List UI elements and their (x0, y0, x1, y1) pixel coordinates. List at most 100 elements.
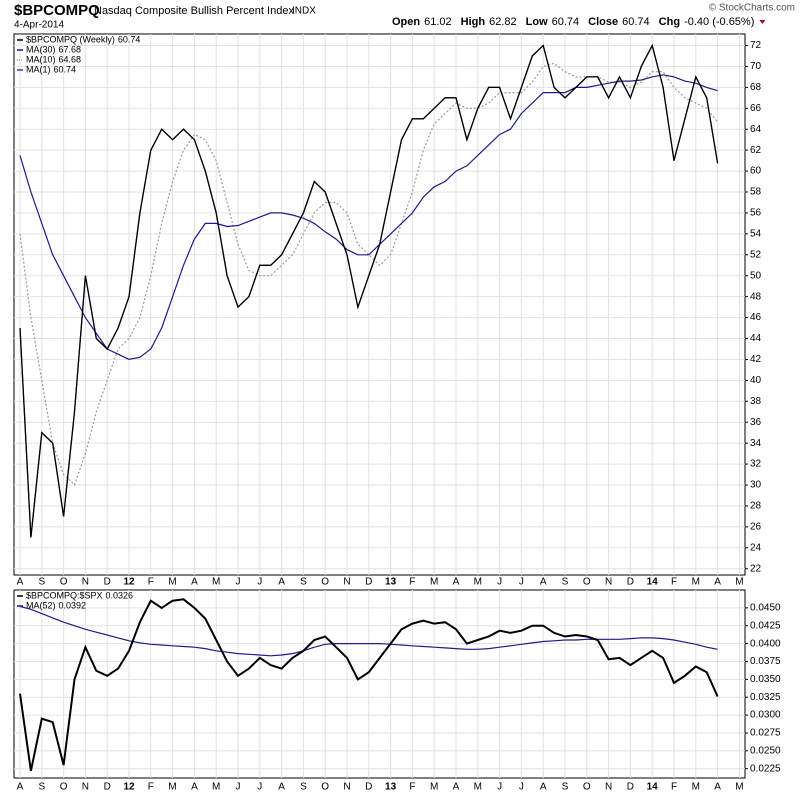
legend-value: 0.0392 (59, 600, 87, 610)
x-tick-label: N (82, 782, 89, 793)
x-tick-label: D (365, 782, 372, 793)
x-tick-label: J (519, 577, 524, 588)
y-tick-label: 44 (750, 333, 762, 344)
y-tick-label: 34 (750, 438, 762, 449)
x-tick-label: A (191, 577, 198, 588)
x-tick-label: J (257, 577, 262, 588)
x-tick-label: S (562, 577, 569, 588)
legend-value: 60.74 (54, 64, 77, 74)
y-tick-label: 38 (750, 396, 762, 407)
chart-title: $BPCOMPQ (14, 2, 100, 19)
y-tick-label: 60 (750, 166, 762, 177)
x-tick-label: 14 (647, 782, 659, 793)
exchange: INDX (292, 6, 316, 17)
y-tick-label: 0.0325 (750, 692, 781, 703)
x-tick-label: O (583, 577, 591, 588)
y-tick-label: 30 (750, 480, 762, 491)
date: 4-Apr-2014 (14, 20, 64, 31)
bottom-panel-frame (13, 589, 746, 779)
y-tick-label: 62 (750, 145, 762, 156)
legend-label: MA(10) (26, 54, 56, 64)
down-arrow (759, 20, 766, 24)
stat-value: 62.82 (489, 16, 517, 28)
stat-value: 61.02 (424, 16, 452, 28)
legend-value: 60.74 (118, 34, 141, 44)
y-tick-label: 0.0450 (750, 603, 781, 614)
x-tick-label: A (540, 577, 547, 588)
legend-label: $BPCOMPQ (Weekly) (26, 34, 115, 44)
legend-label: MA(30) (26, 44, 56, 54)
x-tick-label: A (714, 577, 721, 588)
x-tick-label: 12 (123, 782, 135, 793)
y-tick-label: 0.0300 (750, 710, 781, 721)
y-tick-label: 24 (750, 542, 762, 553)
stat-value: 60.74 (622, 16, 650, 28)
x-tick-label: 14 (647, 577, 659, 588)
x-tick-label: M (430, 782, 438, 793)
x-tick-label: J (497, 782, 502, 793)
x-tick-label: M (212, 782, 220, 793)
y-tick-label: 54 (750, 229, 762, 240)
stat-value: -0.40 (-0.65%) (684, 16, 754, 28)
y-tick-label: 72 (750, 40, 762, 51)
stat-label: Open (392, 16, 420, 28)
x-tick-label: A (453, 577, 460, 588)
x-tick-label: O (321, 782, 329, 793)
x-tick-label: M (430, 577, 438, 588)
y-tick-label: 36 (750, 417, 762, 428)
x-tick-label: A (278, 782, 285, 793)
x-tick-label: D (365, 577, 372, 588)
x-tick-label: M (474, 782, 482, 793)
y-tick-label: 0.0425 (750, 620, 781, 631)
y-tick-label: 42 (750, 354, 762, 365)
legend-label: MA(52) (26, 600, 56, 610)
y-tick-label: 0.0225 (750, 763, 781, 774)
legend-value: 64.68 (59, 54, 82, 64)
x-tick-label: F (148, 577, 154, 588)
stat-label: Close (588, 16, 618, 28)
x-tick-label: J (497, 577, 502, 588)
y-tick-label: 0.0250 (750, 745, 781, 756)
y-tick-label: 0.0375 (750, 656, 781, 667)
x-tick-label: N (82, 577, 89, 588)
y-tick-label: 58 (750, 187, 762, 198)
y-tick-label: 0.0275 (750, 728, 781, 739)
y-tick-label: 52 (750, 249, 762, 260)
y-tick-label: 64 (750, 124, 762, 135)
x-tick-label: M (168, 577, 176, 588)
x-tick-label: M (735, 782, 743, 793)
legend-value: 0.0326 (106, 590, 134, 600)
x-tick-label: S (300, 782, 307, 793)
x-tick-label: M (735, 577, 743, 588)
x-tick-label: J (519, 782, 524, 793)
top-panel-frame (13, 33, 746, 576)
x-tick-label: F (671, 782, 677, 793)
legend-value: 67.68 (59, 44, 82, 54)
y-tick-label: 50 (750, 270, 762, 281)
x-tick-label: D (627, 577, 634, 588)
x-tick-label: 13 (385, 782, 397, 793)
x-tick-label: S (38, 577, 45, 588)
y-tick-label: 56 (750, 208, 762, 219)
x-tick-label: 13 (385, 577, 397, 588)
x-tick-label: J (236, 782, 241, 793)
x-tick-label: N (343, 577, 350, 588)
x-tick-label: A (17, 577, 24, 588)
chart-subtitle: Nasdaq Composite Bullish Percent Index (94, 5, 294, 17)
x-tick-label: A (714, 782, 721, 793)
source: © StockCharts.com (709, 3, 795, 14)
x-tick-label: A (278, 577, 285, 588)
y-tick-label: 22 (750, 563, 762, 574)
x-tick-label: M (168, 782, 176, 793)
x-tick-label: M (692, 577, 700, 588)
x-tick-label: N (605, 577, 612, 588)
x-tick-label: D (104, 782, 111, 793)
x-tick-label: F (148, 782, 154, 793)
x-tick-label: O (60, 577, 68, 588)
x-tick-label: O (583, 782, 591, 793)
y-tick-label: 66 (750, 103, 762, 114)
x-tick-label: S (300, 577, 307, 588)
x-tick-label: S (38, 782, 45, 793)
x-tick-label: F (409, 577, 415, 588)
